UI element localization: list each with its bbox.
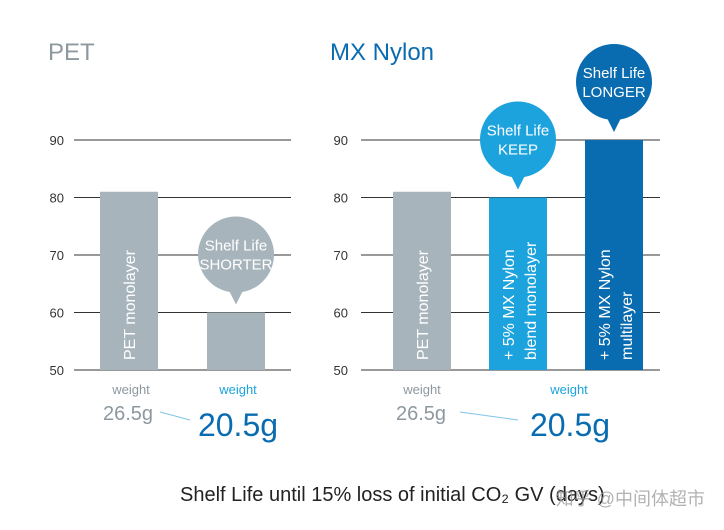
- bar-label: PET monolayer: [415, 249, 432, 360]
- bar-label-line: PET monolayer: [415, 249, 432, 360]
- bubble: [480, 101, 556, 178]
- y-tick-label: 80: [334, 191, 348, 206]
- weight-label-blue: weight: [218, 382, 257, 397]
- bubble-line-1: Shelf Life: [205, 238, 268, 255]
- bar-label-line: multilayer: [619, 291, 636, 360]
- weight-connector: [159, 411, 191, 421]
- weight-value-gray: 26.5g: [103, 403, 153, 425]
- bar: [489, 197, 547, 370]
- y-tick-label: 60: [50, 306, 64, 321]
- y-tick-label: 50: [50, 363, 64, 378]
- bar-label-line: PET monolayer: [122, 249, 139, 360]
- bar-label: + 5% MX Nylon multilayer: [597, 249, 636, 360]
- y-tick-label: 70: [334, 248, 348, 263]
- y-tick-label: 60: [334, 306, 348, 321]
- weight-label-blue: weight: [549, 382, 588, 397]
- weight-value-blue: 20.5g: [198, 407, 278, 443]
- chart-panel-2: MX Nylon 50 60 70 80 90 PET monolayer + 5% MX N…: [330, 39, 660, 443]
- panel-title: MX Nylon: [330, 39, 434, 66]
- bubble-pointer: [228, 288, 244, 305]
- watermark: 知乎 @中间体超市: [556, 489, 705, 509]
- bar-label: + 5% MX Nylon blend monolayer: [501, 241, 540, 360]
- y-tick-label: 90: [50, 133, 64, 148]
- chart-panel-1: PET 50 60 70 80 90 PET monolayer Shelf Life SHOR…: [48, 39, 291, 443]
- y-tick-label: 70: [50, 248, 64, 263]
- bubble: [198, 216, 274, 293]
- bar: [100, 191, 158, 370]
- weight-label-gray: weight: [111, 382, 150, 397]
- weight-value-blue: 20.5g: [530, 407, 610, 443]
- bubble: [576, 44, 652, 120]
- bubble-line-1: Shelf Life: [487, 123, 550, 140]
- bubble-line-1: Shelf Life: [583, 65, 646, 82]
- y-tick-label: 50: [334, 363, 348, 378]
- bubble-line-2: KEEP: [498, 142, 538, 159]
- x-axis-title: Shelf Life until 15% loss of initial CO₂…: [180, 484, 605, 506]
- bubble-line-2: SHORTER: [199, 257, 272, 274]
- weight-connector: [459, 411, 519, 421]
- y-tick-label: 80: [50, 191, 64, 206]
- bubble-pointer: [510, 173, 526, 190]
- bar: [207, 312, 265, 370]
- y-tick-label: 90: [334, 133, 348, 148]
- bar: [393, 191, 451, 370]
- weight-label-gray: weight: [402, 382, 441, 397]
- bar-label-line: + 5% MX Nylon: [597, 249, 614, 360]
- bar-label: PET monolayer: [122, 249, 139, 360]
- bar-label-line: + 5% MX Nylon: [501, 249, 518, 360]
- weight-value-gray: 26.5g: [396, 403, 446, 425]
- bubble-pointer: [606, 116, 622, 132]
- bar-label-line: blend monolayer: [523, 241, 540, 360]
- panel-title: PET: [48, 39, 95, 66]
- bubble-line-2: LONGER: [582, 84, 646, 101]
- bar: [585, 140, 643, 370]
